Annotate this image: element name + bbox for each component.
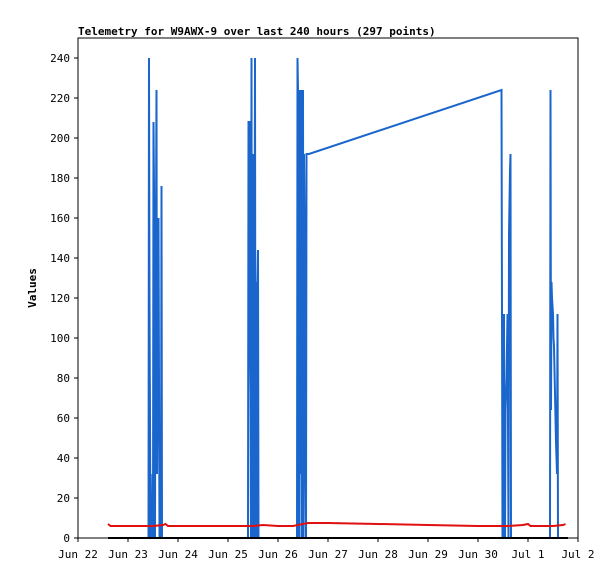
y-tick-label: 220 [50,92,70,105]
x-tick-label: Jul 1 [511,548,544,561]
series-line-1 [107,522,566,527]
y-tick-label: 180 [50,172,70,185]
x-axis-ticks: Jun 22 Jun 23 Jun 24 Jun 25 Jun 26 Jun 27 Jun … [58,538,595,561]
x-tick-label: Jun 25 [208,548,248,561]
x-tick-label: Jun 27 [308,548,348,561]
x-tick-label: Jun 30 [458,548,498,561]
y-tick-label: 0 [63,532,70,545]
x-tick-label: Jun 29 [408,548,448,561]
x-tick-label: Jun 26 [258,548,298,561]
y-axis-label: Values [26,268,39,308]
y-axis-ticks: 0 20 40 60 80 100 120 140 160 180 200 220 240 [50,52,78,545]
y-tick-label: 120 [50,292,70,305]
y-tick-label: 160 [50,212,70,225]
x-tick-label: Jun 23 [108,548,148,561]
y-tick-label: 40 [57,452,70,465]
series-layer [107,57,568,539]
x-tick-label: Jul 2 [561,548,594,561]
y-tick-label: 140 [50,252,70,265]
y-tick-label: 200 [50,132,70,145]
chart-title: Telemetry for W9AWX-9 over last 240 hour… [78,25,436,38]
x-tick-label: Jun 22 [58,548,98,561]
series-line-0 [147,57,559,539]
y-tick-label: 100 [50,332,70,345]
y-tick-label: 240 [50,52,70,65]
y-tick-label: 20 [57,492,70,505]
y-tick-label: 60 [57,412,70,425]
x-tick-label: Jun 24 [158,548,198,561]
y-tick-label: 80 [57,372,70,385]
x-tick-label: Jun 28 [358,548,398,561]
